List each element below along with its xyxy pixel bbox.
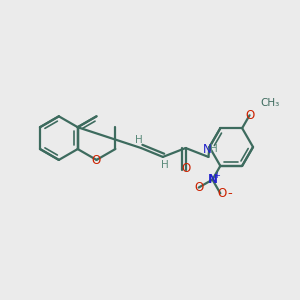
Text: O: O	[194, 181, 203, 194]
Text: O: O	[92, 154, 101, 167]
Text: CH₃: CH₃	[260, 98, 280, 108]
Text: H: H	[209, 144, 217, 154]
Text: N: N	[203, 142, 212, 155]
Text: O: O	[245, 109, 254, 122]
Text: H: H	[135, 135, 143, 145]
Text: +: +	[213, 171, 220, 180]
Text: H: H	[161, 160, 169, 170]
Text: -: -	[228, 187, 232, 200]
Text: N: N	[207, 173, 218, 186]
Text: O: O	[181, 162, 190, 175]
Text: O: O	[218, 187, 227, 200]
